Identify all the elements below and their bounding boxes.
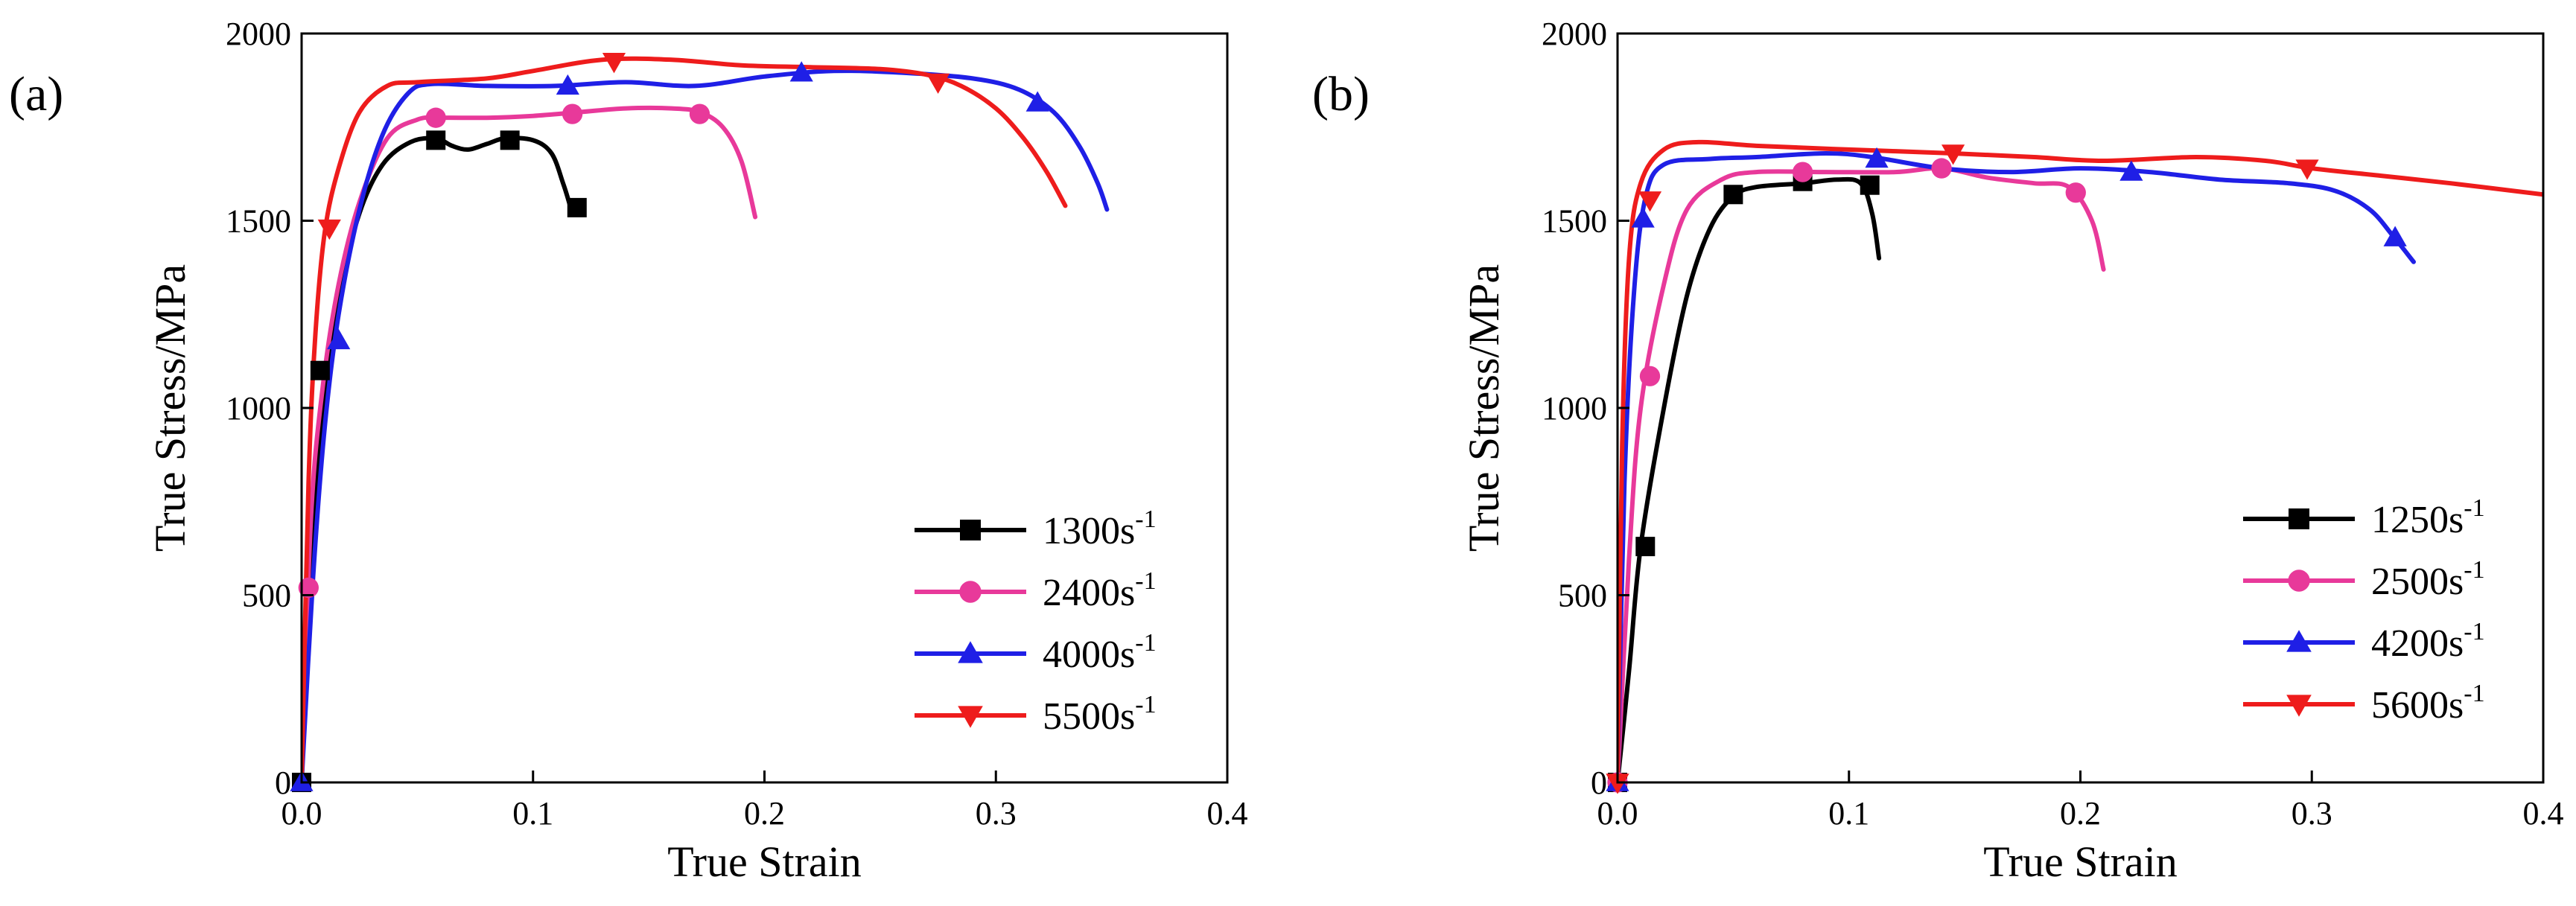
x-tick-label: 0.0 xyxy=(1597,795,1638,832)
data-point xyxy=(1865,147,1889,168)
legend-item: 1250s-1 xyxy=(2243,494,2485,541)
data-point xyxy=(1635,537,1656,557)
legend: 1300s-1 2400s-1 4000s-1 5500s-1 xyxy=(915,505,1157,738)
panel-label: (b) xyxy=(1312,67,1370,121)
x-tick-label: 0.2 xyxy=(744,795,785,832)
data-point xyxy=(500,130,520,150)
data-point xyxy=(1860,175,1880,195)
series-line xyxy=(302,135,573,782)
y-axis-title: True Stress/MPa xyxy=(1460,264,1508,552)
series-line xyxy=(302,106,758,782)
data-point xyxy=(602,53,626,74)
data-point xyxy=(317,219,341,240)
series-line xyxy=(1618,176,1882,782)
x-tick-label: 0.3 xyxy=(976,795,1017,832)
data-point xyxy=(789,61,813,82)
legend-label: 5500s-1 xyxy=(1043,691,1157,738)
y-tick-label: 500 xyxy=(242,578,291,614)
data-point xyxy=(1723,185,1743,205)
data-point xyxy=(1931,158,1952,179)
data-point xyxy=(310,360,330,380)
series-markers xyxy=(1606,144,2407,794)
data-point xyxy=(1606,773,1629,794)
data-point xyxy=(1631,207,1655,228)
legend-label: 1250s-1 xyxy=(2371,494,2485,541)
series-line xyxy=(1618,139,2543,782)
legend-marker xyxy=(2286,695,2312,717)
data-point xyxy=(1941,144,1965,165)
data-point xyxy=(1639,366,1661,386)
data-point xyxy=(2065,182,2086,203)
data-point xyxy=(556,74,579,95)
data-point xyxy=(689,103,710,124)
legend-marker xyxy=(959,581,982,603)
data-point xyxy=(298,577,319,599)
legend-marker xyxy=(2288,570,2310,592)
data-point xyxy=(1792,162,1813,182)
legend: 1250s-1 2500s-1 4200s-1 5600s-1 xyxy=(2243,494,2485,727)
legend-item: 5500s-1 xyxy=(915,691,1157,738)
data-point xyxy=(2119,160,2143,181)
y-tick-label: 0 xyxy=(1591,765,1607,801)
legend-label: 2400s-1 xyxy=(1043,567,1157,614)
x-axis-title: True Strain xyxy=(667,838,862,886)
legend-marker xyxy=(960,520,981,540)
panel-b: (b) 0.0 0.1 0.2 0.3 0.4 0 500 1000 1500 2000 True S… xyxy=(1312,16,2564,886)
x-axis-title: True Strain xyxy=(1983,838,2178,886)
y-tick-label: 1000 xyxy=(1542,390,1607,427)
legend-item: 2500s-1 xyxy=(2243,556,2485,603)
x-tick-label: 0.3 xyxy=(2292,795,2332,832)
y-tick-label: 2000 xyxy=(1542,16,1607,52)
data-point xyxy=(2295,159,2319,180)
legend-item: 1300s-1 xyxy=(915,505,1157,552)
data-point xyxy=(2383,226,2407,246)
legend-item: 4000s-1 xyxy=(915,629,1157,676)
series-markers xyxy=(290,53,1049,792)
legend-label: 4200s-1 xyxy=(2371,618,2485,665)
y-tick-label: 1500 xyxy=(1542,203,1607,240)
y-tick-label: 1000 xyxy=(226,390,291,427)
legend-item: 4200s-1 xyxy=(2243,618,2485,665)
series-lines xyxy=(302,56,1110,782)
data-point xyxy=(1025,91,1049,112)
x-tick-label: 0.1 xyxy=(1828,795,1869,832)
x-tick-label: 0.1 xyxy=(512,795,553,832)
x-tick-label: 0.4 xyxy=(1207,795,1248,832)
data-point xyxy=(1638,191,1662,212)
data-point xyxy=(425,107,446,128)
data-point xyxy=(426,130,446,150)
y-axis-title: True Stress/MPa xyxy=(146,264,194,552)
legend-label: 2500s-1 xyxy=(2371,556,2485,603)
legend-label: 4000s-1 xyxy=(1043,629,1157,676)
legend-label: 5600s-1 xyxy=(2371,680,2485,727)
legend-label: 1300s-1 xyxy=(1043,505,1157,552)
legend-marker xyxy=(2286,630,2312,652)
y-tick-label: 2000 xyxy=(226,16,291,52)
x-tick-label: 0.4 xyxy=(2523,795,2564,832)
series-line xyxy=(1618,151,2416,782)
panel-label: (a) xyxy=(9,67,63,121)
series-line xyxy=(302,56,1068,782)
legend-marker xyxy=(958,641,983,663)
series-line xyxy=(302,68,1110,782)
legend-marker xyxy=(958,706,983,728)
x-tick-label: 0.0 xyxy=(282,795,322,832)
legend-item: 2400s-1 xyxy=(915,567,1157,614)
panel-a: (a) 0.0 0.1 0.2 0.3 0.4 0 500 1000 1500 2000 True S… xyxy=(9,16,1248,886)
data-point xyxy=(926,73,950,94)
legend-item: 5600s-1 xyxy=(2243,680,2485,727)
x-tick-label: 0.2 xyxy=(2060,795,2101,832)
y-tick-label: 500 xyxy=(1558,578,1607,614)
legend-marker xyxy=(2289,508,2309,529)
data-point xyxy=(562,103,583,124)
data-point xyxy=(567,197,587,217)
y-tick-label: 1500 xyxy=(226,203,291,240)
data-point xyxy=(327,328,351,350)
series-line xyxy=(1618,165,2106,782)
y-tick-label: 0 xyxy=(275,765,291,801)
